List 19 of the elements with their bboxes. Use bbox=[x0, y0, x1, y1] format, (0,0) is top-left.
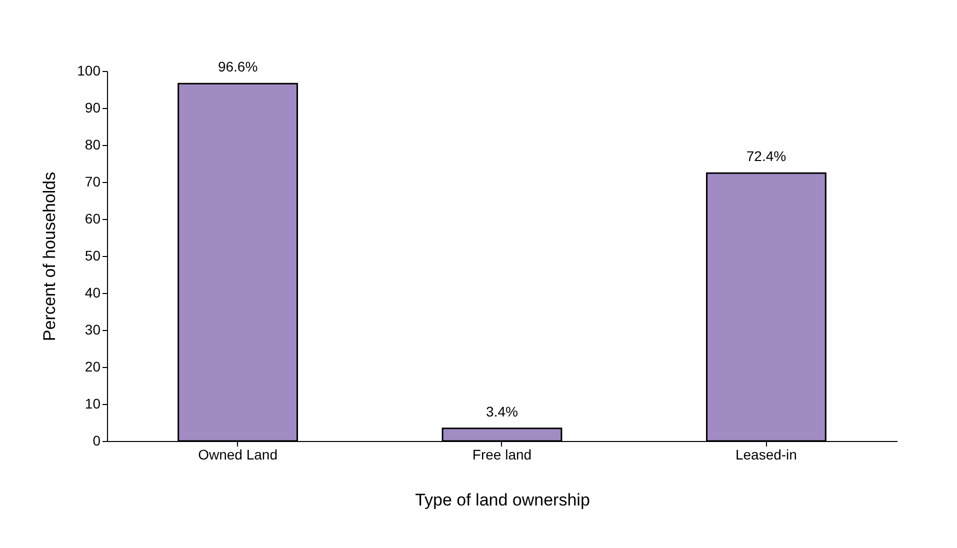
y-tick-label: 70 bbox=[84, 174, 101, 190]
y-tick-label: 30 bbox=[84, 322, 101, 338]
data-label: 96.6% bbox=[218, 58, 258, 75]
y-tick-label: 60 bbox=[84, 210, 101, 226]
x-axis-title: Type of land ownership bbox=[415, 490, 590, 510]
data-label: 72.4% bbox=[746, 148, 786, 164]
y-tick-label: 90 bbox=[84, 100, 101, 116]
x-tick-label: Leased-in bbox=[735, 446, 797, 462]
y-tick-label: 80 bbox=[84, 136, 101, 152]
y-tick-label: 50 bbox=[84, 248, 101, 264]
y-tick-label: 100 bbox=[77, 62, 101, 78]
y-tick-label: 0 bbox=[92, 432, 101, 448]
data-label: 3.4% bbox=[486, 403, 518, 420]
x-tick-label: Free land bbox=[472, 446, 532, 462]
y-axis-title: Percent of households bbox=[40, 172, 60, 342]
x-tick-label: Owned Land bbox=[198, 446, 278, 462]
y-tick-label: 10 bbox=[84, 396, 101, 412]
y-tick-label: 20 bbox=[84, 358, 101, 374]
y-tick-label: 40 bbox=[84, 284, 101, 300]
